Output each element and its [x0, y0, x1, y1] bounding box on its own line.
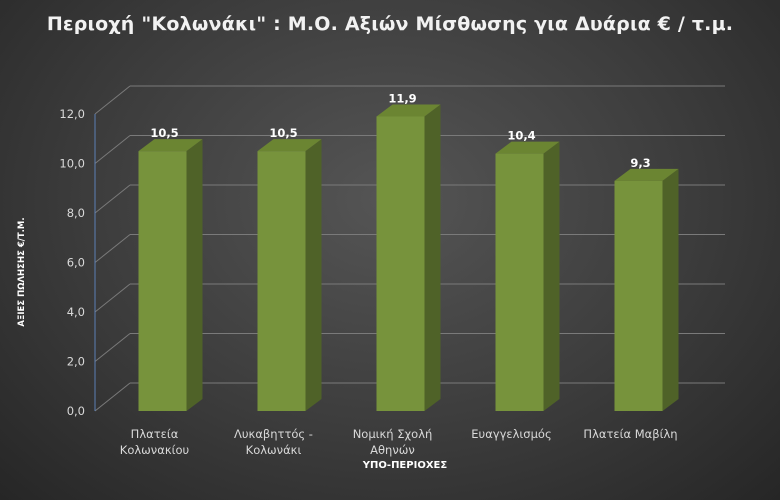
bar-side — [186, 139, 203, 411]
y-tick-label: 6,0 — [67, 256, 85, 270]
bar — [614, 180, 663, 411]
bar-side — [543, 141, 560, 411]
bar — [495, 153, 544, 411]
data-label: 9,3 — [630, 156, 650, 170]
y-tick-label: 0,0 — [67, 404, 85, 418]
bar-top — [257, 139, 322, 152]
gridline-diagonal — [94, 135, 131, 164]
bar-top — [495, 141, 560, 154]
gridline-diagonal — [94, 382, 131, 412]
bar — [376, 116, 425, 411]
bar-top — [376, 104, 441, 117]
data-label: 10,5 — [269, 126, 297, 140]
data-label: 10,5 — [150, 126, 178, 140]
bar-side — [424, 104, 441, 411]
x-tick-label: Ευαγγελισμός — [471, 427, 551, 441]
x-tick-label: Λυκαβηττός -Κολωνάκι — [234, 427, 313, 457]
bar-top — [138, 139, 203, 152]
gridline-diagonal — [94, 184, 131, 214]
bar — [138, 151, 187, 411]
x-tick-label: Πλατεία Κολωνακίου — [120, 427, 189, 457]
gridline-diagonal — [94, 283, 131, 313]
x-axis-title: ΥΠΟ-ΠΕΡΙΟΧΕΣ — [362, 460, 448, 471]
bar — [257, 151, 306, 411]
y-tick-label: 4,0 — [67, 305, 85, 319]
y-tick-label: 2,0 — [67, 355, 85, 369]
bar-side — [305, 139, 322, 411]
gridline-diagonal — [94, 85, 131, 115]
x-tick-label: Πλατεία Μαβίλη — [583, 427, 677, 441]
gridline-diagonal — [94, 333, 131, 362]
chart-title: Περιοχή "Κολωνάκι" : Μ.Ο. Αξιών Μίσθωσης… — [46, 13, 734, 35]
y-tick-label: 10,0 — [59, 157, 85, 171]
bar-top — [614, 168, 679, 181]
x-tick-label: Νομική Σχολή Αθηνών — [353, 427, 433, 457]
data-label: 11,9 — [388, 91, 416, 105]
y-tick-label: 8,0 — [67, 206, 85, 220]
data-label: 10,4 — [507, 129, 535, 143]
y-tick-label: 12,0 — [59, 107, 85, 121]
bar-side — [662, 168, 679, 411]
gridline-diagonal — [94, 234, 131, 263]
